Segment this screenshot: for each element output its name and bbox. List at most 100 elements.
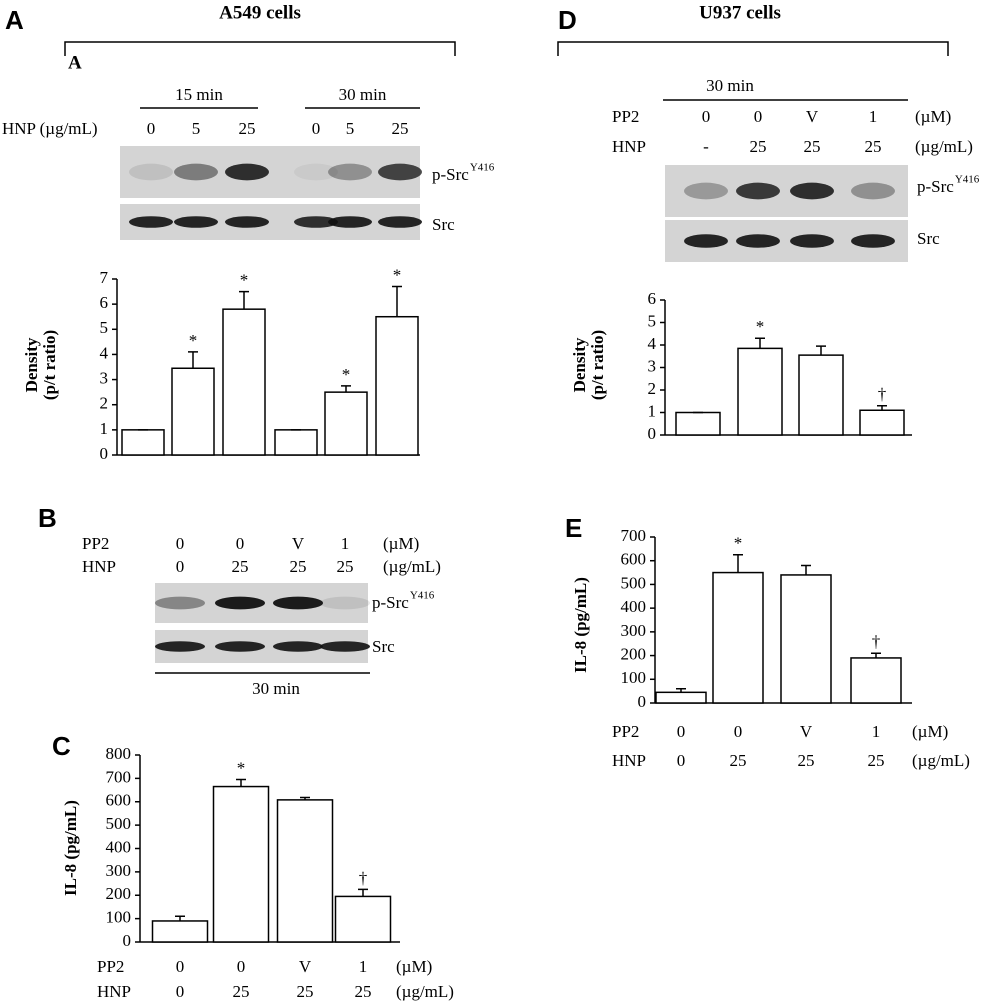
y-tick-label: 4 (648, 334, 657, 353)
significance-mark: * (756, 317, 765, 336)
blot-background (665, 165, 908, 217)
row-category: 0 (176, 957, 185, 976)
panel-letter: A (5, 5, 24, 35)
row-category: 0 (702, 107, 711, 126)
bar (859, 409, 905, 436)
row-unit: (µg/mL) (396, 982, 454, 1001)
y-tick-label: 600 (621, 550, 647, 569)
blot-background (120, 146, 420, 198)
error-bar (236, 778, 246, 787)
blot-band (273, 596, 323, 610)
bar (798, 354, 844, 436)
y-tick-label: 0 (638, 692, 647, 711)
blot-label: p-Src (432, 165, 469, 184)
bar (171, 367, 215, 456)
row-category: 25 (804, 137, 821, 156)
panel-letter: D (558, 5, 577, 35)
y-axis-label: Density (22, 337, 41, 392)
bar (334, 895, 392, 943)
y-tick-label: 2 (100, 394, 109, 413)
time-label: 30 min (339, 85, 387, 104)
blot-band (174, 163, 218, 181)
y-tick-label: 200 (106, 884, 132, 903)
error-bar (733, 554, 743, 573)
y-tick-label: 2 (648, 379, 657, 398)
row-label: PP2 (612, 107, 639, 126)
y-tick-label: 700 (621, 526, 647, 545)
row-unit: (µM) (915, 107, 951, 126)
row-category: 0 (176, 557, 185, 576)
row-category: 0 (236, 534, 245, 553)
significance-mark: † (359, 868, 368, 887)
y-tick-label: 500 (106, 814, 132, 833)
bar (737, 347, 783, 436)
row-category: V (806, 107, 819, 126)
error-bar (816, 345, 826, 356)
row-category: 5 (346, 119, 355, 138)
bar (655, 691, 707, 704)
bar (151, 920, 209, 943)
row-category: - (703, 137, 709, 156)
blot-band (320, 596, 370, 610)
bracket (64, 41, 456, 56)
row-category: 0 (176, 534, 185, 553)
y-tick-label: 200 (621, 644, 647, 663)
significance-mark: † (878, 385, 887, 404)
error-bar (358, 888, 368, 897)
row-category: 25 (730, 751, 747, 770)
blot-band (320, 641, 370, 652)
row-category: 0 (677, 722, 686, 741)
time-label: 15 min (175, 85, 223, 104)
row-label: HNP (µg/mL) (2, 119, 98, 138)
significance-mark: * (393, 265, 402, 284)
y-tick-label: 5 (100, 318, 109, 337)
blot-band (851, 182, 895, 200)
y-tick-label: 0 (648, 424, 657, 443)
blot-band (225, 216, 269, 228)
error-bar (755, 337, 765, 349)
row-category: 25 (232, 557, 249, 576)
row-category: 25 (337, 557, 354, 576)
blot-label: Src (917, 229, 940, 248)
blot-band (129, 163, 173, 181)
row-category: V (299, 957, 312, 976)
y-tick-label: 1 (100, 419, 109, 438)
blot-band (790, 182, 834, 200)
row-category: 25 (239, 119, 256, 138)
blot-label: p-Src (372, 593, 409, 612)
error-bar (877, 405, 887, 411)
blot-band (736, 234, 780, 248)
row-label: HNP (612, 751, 646, 770)
row-label: PP2 (82, 534, 109, 553)
bar (212, 785, 270, 943)
row-category: 0 (147, 119, 156, 138)
y-axis-label: (p/t ratio) (588, 330, 607, 400)
y-tick-label: 6 (100, 293, 109, 312)
blot-band (215, 641, 265, 652)
blot-label-sup: Y416 (470, 162, 495, 174)
blot-band (790, 234, 834, 248)
blot-band (684, 182, 728, 200)
row-category: V (800, 722, 813, 741)
y-axis-label: IL-8 (pg/mL) (571, 577, 590, 673)
y-tick-label: 1 (648, 401, 657, 420)
y-axis-label: (p/t ratio) (40, 330, 59, 400)
y-tick-label: 0 (100, 444, 109, 463)
row-unit: (µM) (912, 722, 948, 741)
row-unit: (µM) (383, 534, 419, 553)
y-axis-label: IL-8 (pg/mL) (61, 800, 80, 896)
time-label: 30 min (252, 679, 300, 698)
error-bar (175, 915, 185, 921)
blot-band (328, 216, 372, 228)
blot-band (684, 234, 728, 248)
row-category: 25 (798, 751, 815, 770)
row-category: 1 (359, 957, 368, 976)
panel-title: A549 cells (219, 2, 301, 23)
bar (222, 308, 266, 456)
significance-mark: * (240, 270, 249, 289)
y-tick-label: 3 (648, 356, 657, 375)
blot-label: Src (372, 637, 395, 656)
error-bar (801, 564, 811, 575)
